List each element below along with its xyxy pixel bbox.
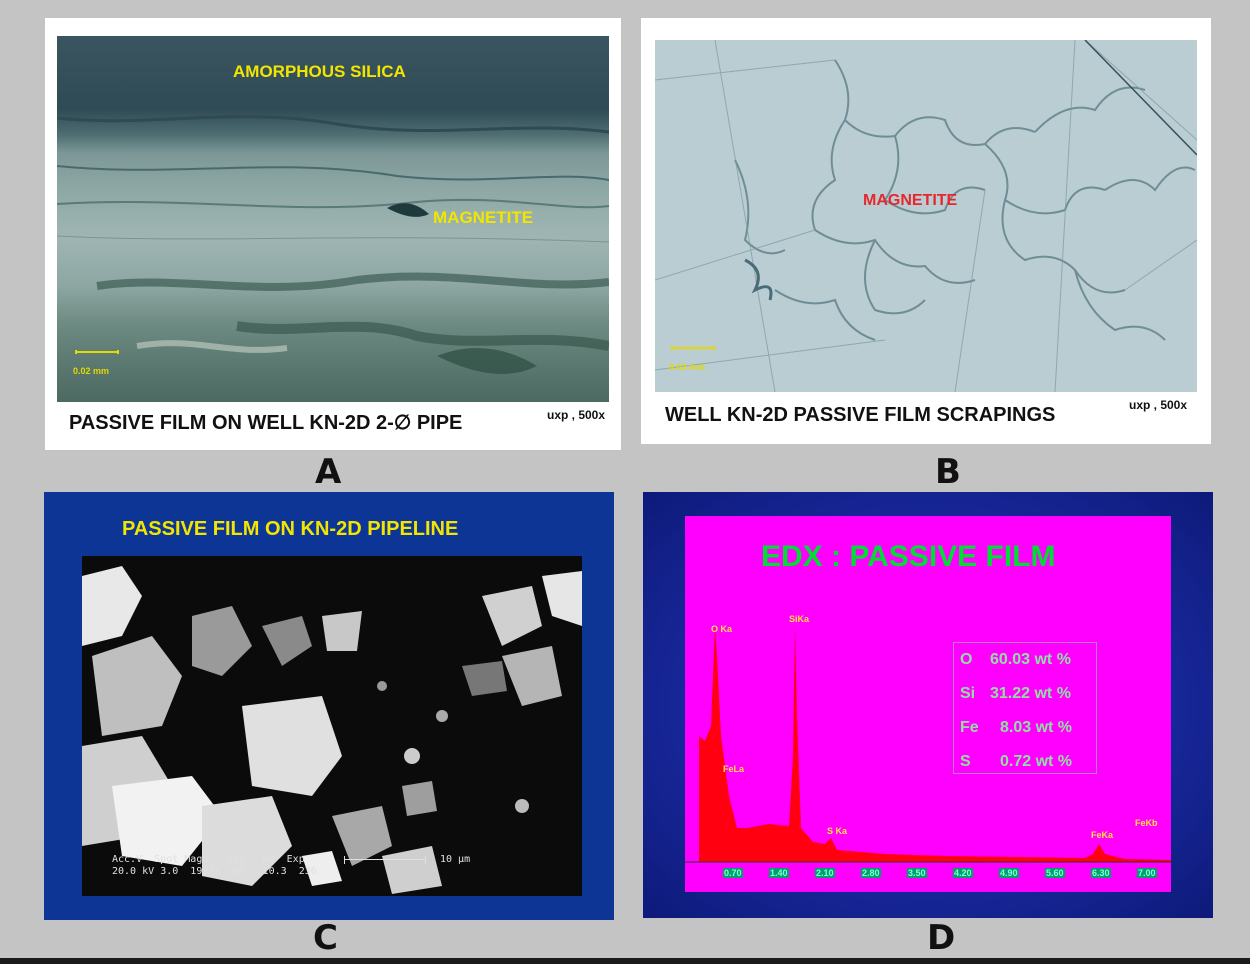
- edx-tick-label: 4.20: [953, 868, 973, 878]
- sem-scale-label: 10 µm: [440, 854, 471, 865]
- panel-letter-b: B: [935, 452, 961, 492]
- caption-b: WELL KN-2D PASSIVE FILM SCRAPINGS: [665, 404, 1056, 426]
- composition-s: S 0.72 wt %: [960, 753, 1072, 771]
- peak-fe-kb: FeKb: [1135, 818, 1158, 828]
- edx-axis-ticks: 0.70 1.40 2.10 2.80 3.50 4.20 4.90 5.60 6.30 7.00: [685, 866, 1171, 884]
- composition-si-value: 31.22 wt %: [990, 685, 1071, 702]
- databar-exp: Exp: [286, 854, 305, 865]
- peak-si-ka: SiKa: [789, 614, 810, 624]
- scale-label-b: 0.02 mm: [669, 362, 706, 372]
- peak-s-ka: S Ka: [827, 826, 848, 836]
- composition-o-value: 60.03 wt %: [990, 651, 1071, 668]
- bottom-rule: [0, 958, 1250, 964]
- composition-fe-element: Fe: [960, 719, 979, 736]
- panel-letter-a: A: [315, 452, 342, 492]
- databar-wd: WD: [262, 854, 275, 865]
- scale-label-a: 0.02 mm: [73, 366, 110, 376]
- edx-tick-label: 3.50: [907, 868, 927, 878]
- scale-bar-a: [75, 350, 119, 354]
- databar-spot-value: 3.0: [160, 866, 179, 877]
- composition-s-value: 0.72 wt %: [1000, 753, 1073, 770]
- composition-o-element: O: [960, 651, 973, 668]
- sem-databar-values: 20.0 kV 3.0 1937x SE 10.3 236: [112, 866, 317, 877]
- edx-tick-label: 6.30: [1091, 868, 1111, 878]
- panel-letter-d: D: [927, 918, 956, 958]
- caption-a: PASSIVE FILM ON WELL KN-2D 2-∅ PIPE: [69, 412, 463, 434]
- composition-o: O 60.03 wt %: [960, 651, 1071, 669]
- composition-fe-value: 8.03 wt %: [1000, 719, 1073, 736]
- edx-tick-label: 0.70: [723, 868, 743, 878]
- edx-tick-label: 1.40: [769, 868, 789, 878]
- databar-det: Det: [226, 854, 245, 865]
- label-amorphous-silica: AMORPHOUS SILICA: [233, 62, 406, 81]
- panel-a: AMORPHOUS SILICA MAGNETITE 0.02 mm PASSI…: [45, 18, 621, 450]
- magnification-a: uxp , 500x: [547, 408, 606, 422]
- panel-d: EDX : PASSIVE FILM O Ka SiKa FeLa S Ka F…: [643, 492, 1213, 918]
- label-magnetite-a: MAGNETITE: [433, 208, 534, 227]
- edx-tick-label: 2.80: [861, 868, 881, 878]
- databar-magn-value: 1937x: [190, 866, 221, 877]
- composition-fe: Fe 8.03 wt %: [960, 719, 1072, 737]
- peak-fe-ka: FeKa: [1091, 830, 1114, 840]
- databar-exp-value: 236: [298, 866, 317, 877]
- edx-screen: EDX : PASSIVE FILM O Ka SiKa FeLa S Ka F…: [685, 516, 1171, 892]
- sem-databar: Acc.V Spot Magn Det WD Exp 20.0 kV 3.0 1…: [82, 852, 582, 886]
- sem-title: PASSIVE FILM ON KN-2D PIPELINE: [122, 518, 459, 540]
- edx-composition-box: O 60.03 wt % Si 31.22 wt % Fe 8.03 wt % S 0.…: [953, 642, 1097, 774]
- databar-acc-v: Acc.V: [112, 854, 143, 865]
- magnification-b: uxp , 500x: [1129, 398, 1188, 412]
- sem-databar-headers: Acc.V Spot Magn Det WD Exp: [112, 854, 305, 865]
- edx-tick-label: 4.90: [999, 868, 1019, 878]
- edx-tick-label: 7.00: [1137, 868, 1157, 878]
- databar-spot: Spot: [154, 854, 179, 865]
- databar-det-value: SE: [232, 866, 245, 877]
- edx-tick-label: 2.10: [815, 868, 835, 878]
- composition-s-element: S: [960, 753, 971, 770]
- panel-letter-c: C: [313, 918, 338, 958]
- databar-wd-value: 10.3: [262, 866, 287, 877]
- edx-spectrum: [699, 626, 1171, 862]
- databar-acc-v-value: 20.0 kV: [112, 866, 155, 877]
- panel-c: PASSIVE FILM ON KN-2D PIPELINE: [44, 492, 614, 920]
- composition-si: Si 31.22 wt %: [960, 685, 1071, 703]
- sem-image: Acc.V Spot Magn Det WD Exp 20.0 kV 3.0 1…: [82, 556, 582, 896]
- scale-bar-b: [671, 346, 715, 350]
- peak-fe-la: FeLa: [723, 764, 745, 774]
- sem-scale-bar: [344, 856, 426, 864]
- panel-b: MAGNETITE 0.02 mm WELL KN-2D PASSIVE FIL…: [641, 18, 1211, 444]
- panel-b-micrograph: MAGNETITE 0.02 mm: [655, 40, 1197, 392]
- edx-tick-label: 5.60: [1045, 868, 1065, 878]
- edx-title: EDX : PASSIVE FILM: [761, 540, 1056, 573]
- label-magnetite-b: MAGNETITE: [863, 192, 958, 209]
- panel-a-micrograph: AMORPHOUS SILICA MAGNETITE 0.02 mm: [57, 36, 609, 402]
- peak-o-ka: O Ka: [711, 624, 733, 634]
- databar-magn: Magn: [184, 854, 209, 865]
- composition-si-element: Si: [960, 685, 976, 702]
